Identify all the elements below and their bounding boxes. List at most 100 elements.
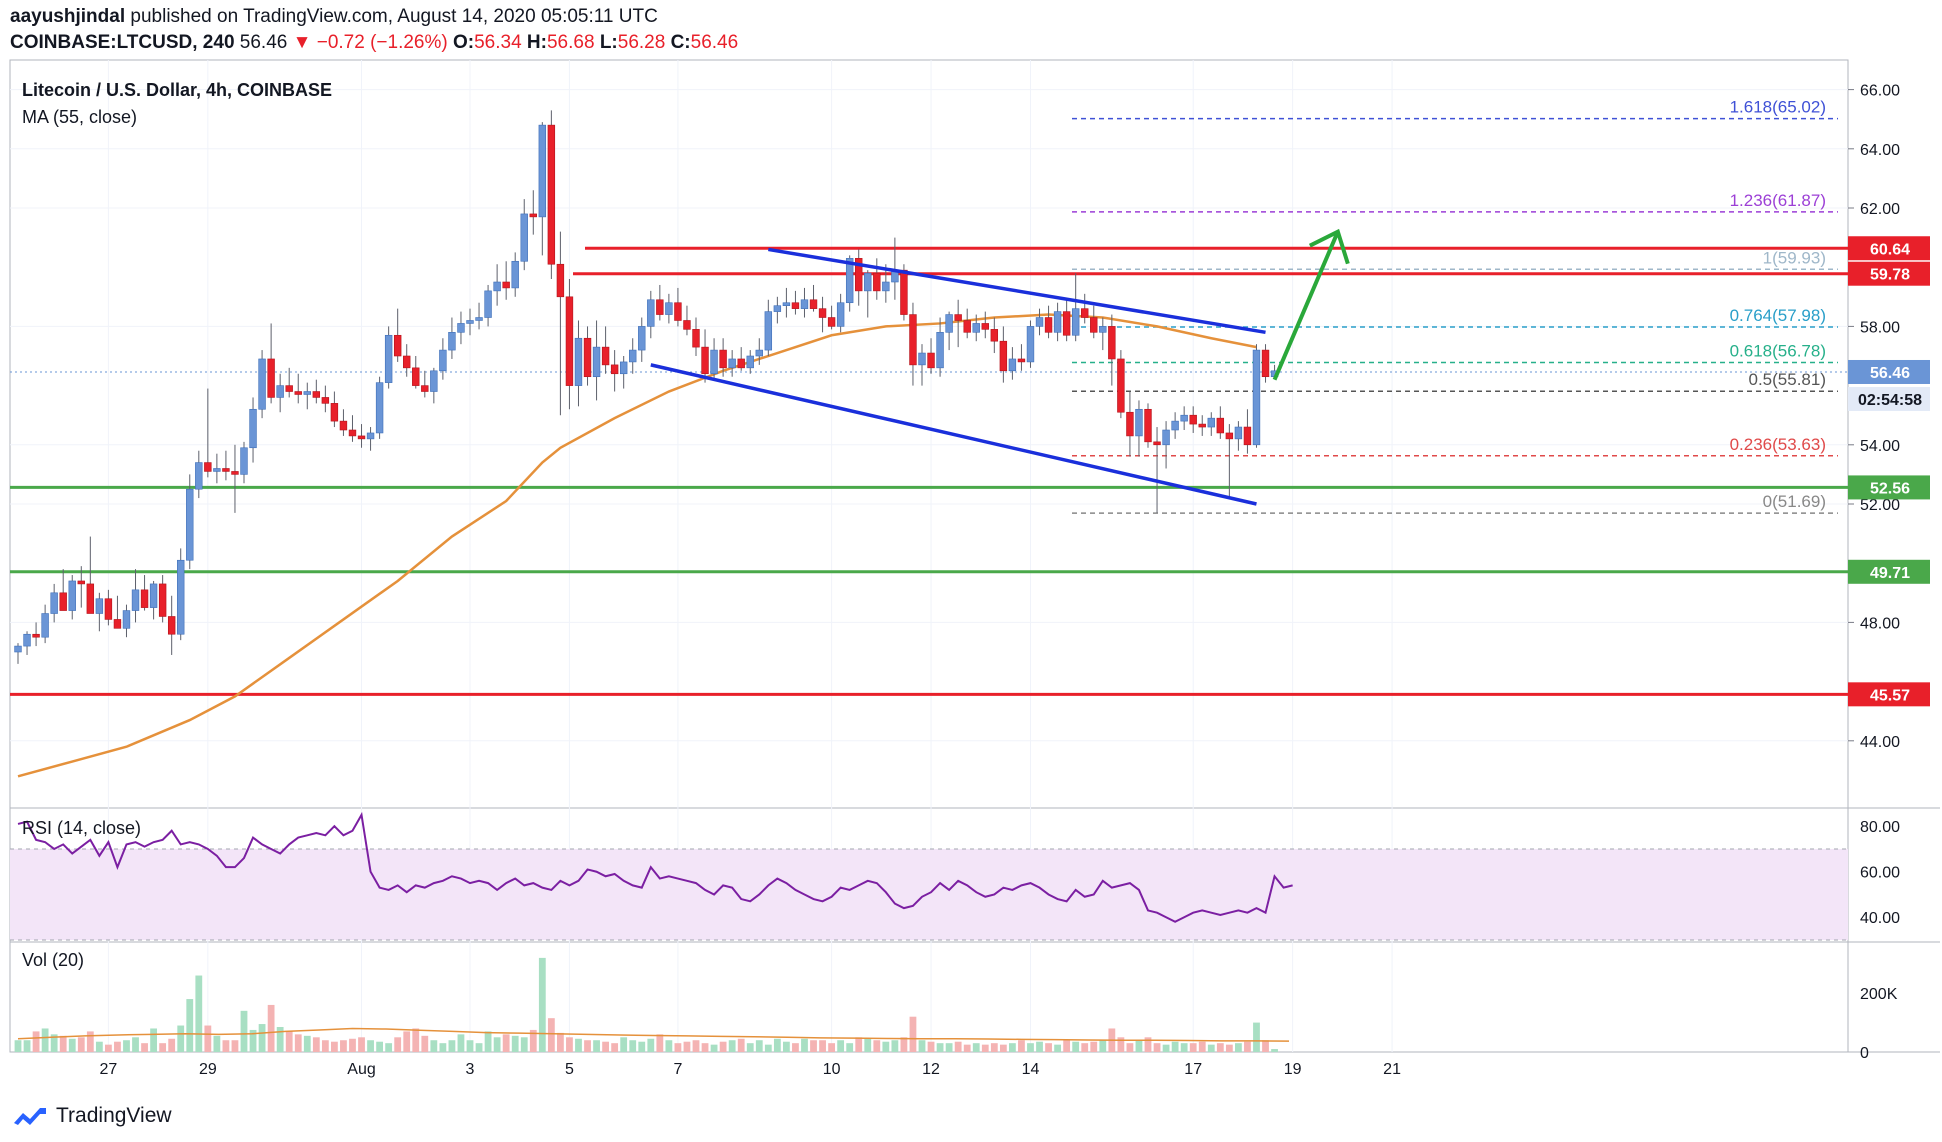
candle-body bbox=[1234, 426, 1243, 440]
volume-bar bbox=[231, 1040, 239, 1052]
candle-body bbox=[375, 382, 384, 434]
channel-line bbox=[768, 247, 1266, 335]
volume-bar bbox=[900, 1037, 908, 1052]
candle-body bbox=[68, 580, 76, 611]
volume-bar bbox=[746, 1043, 754, 1052]
volume-bar bbox=[611, 1043, 619, 1052]
candle-body bbox=[900, 269, 908, 315]
volume-bar bbox=[828, 1043, 835, 1052]
volume-bar bbox=[1009, 1043, 1016, 1052]
volume-bar bbox=[891, 1040, 899, 1052]
candle-body bbox=[864, 272, 872, 292]
rsi-pane: 40.00 60.00 80.00 bbox=[10, 811, 1900, 941]
candle-body bbox=[728, 358, 736, 369]
x-tick-label: 29 bbox=[199, 1061, 217, 1078]
candle-body bbox=[936, 332, 944, 369]
volume-bar bbox=[41, 1028, 49, 1052]
volume-bar bbox=[285, 1031, 293, 1052]
brand-name[interactable]: TradingView bbox=[56, 1104, 172, 1127]
volume-bar bbox=[1253, 1022, 1260, 1052]
candle-body bbox=[204, 462, 212, 472]
volume-bar bbox=[1081, 1043, 1089, 1052]
y-tick-label: 64.00 bbox=[1860, 142, 1900, 159]
volume-tick-label: 200K bbox=[1860, 986, 1898, 1003]
volume-bar bbox=[1126, 1043, 1134, 1052]
channel-line bbox=[650, 363, 1257, 506]
volume-bar bbox=[1054, 1044, 1061, 1052]
price-axis[interactable]: 44.00 48.00 52.00 54.00 58.00 62.00 64.00 66.00… bbox=[1848, 83, 1930, 751]
candle-body bbox=[1071, 308, 1080, 336]
volume-bar bbox=[1027, 1043, 1034, 1052]
time-axis[interactable]: 27 29 Aug 3 5 7 10 12 14 17 19 21 bbox=[100, 1061, 1402, 1078]
x-tick-label: 27 bbox=[100, 1061, 118, 1078]
candle-body bbox=[276, 385, 284, 398]
candle-body bbox=[1243, 426, 1252, 446]
x-tick-label: 3 bbox=[466, 1061, 475, 1078]
candle-body bbox=[574, 337, 583, 386]
volume-bar bbox=[150, 1028, 157, 1052]
candle-body bbox=[1044, 317, 1053, 333]
volume-bar bbox=[511, 1035, 519, 1052]
volume-bar bbox=[240, 1010, 248, 1052]
fib-label: 0.618(56.78) bbox=[1730, 342, 1826, 361]
rsi-legend: RSI (14, close) bbox=[22, 818, 141, 838]
candle-body bbox=[186, 488, 194, 561]
ma-55-line bbox=[17, 313, 1257, 778]
price-tag bbox=[1848, 559, 1930, 584]
candle-body bbox=[466, 320, 474, 324]
volume-bar bbox=[448, 1040, 456, 1052]
price-tag bbox=[1848, 359, 1930, 384]
candle-body bbox=[140, 589, 149, 608]
volume-bar bbox=[159, 1043, 167, 1052]
price-chart[interactable]: 1.618(65.02) 1.236(61.87) 1(59.93) 0.764(57… bbox=[0, 0, 1942, 1100]
price-tag bbox=[1848, 261, 1930, 286]
candlesticks bbox=[14, 110, 1279, 664]
volume-bar bbox=[728, 1040, 736, 1052]
candle-body bbox=[448, 332, 456, 351]
candle-body bbox=[32, 633, 40, 638]
chart-legend: Litecoin / U.S. Dollar, 4h, COINBASE MA … bbox=[22, 80, 332, 970]
candle-body bbox=[1090, 317, 1098, 333]
volume-bar bbox=[502, 1034, 510, 1052]
volume-bar bbox=[421, 1035, 429, 1052]
volume-bar bbox=[303, 1035, 311, 1052]
author-name[interactable]: aayushjindal bbox=[10, 6, 126, 27]
candle-body bbox=[122, 610, 131, 629]
candle-body bbox=[393, 334, 402, 357]
volume-bar bbox=[963, 1044, 971, 1052]
candle-body bbox=[1062, 311, 1071, 336]
volume-bar bbox=[484, 1031, 492, 1052]
volume-bar bbox=[331, 1041, 338, 1052]
x-tick-label: 5 bbox=[565, 1061, 574, 1078]
candle-body bbox=[692, 329, 700, 348]
volume-bar bbox=[638, 1041, 646, 1052]
fib-label: 1(59.93) bbox=[1763, 248, 1826, 267]
candle-body bbox=[529, 213, 537, 218]
close-value: 56.46 bbox=[690, 32, 739, 53]
candle-body bbox=[303, 391, 311, 395]
candle-body bbox=[493, 281, 501, 292]
rsi-band bbox=[10, 848, 1848, 940]
candle-body bbox=[1153, 441, 1161, 446]
grid-lines bbox=[10, 60, 1848, 1052]
candle-body bbox=[258, 358, 266, 410]
volume-bar bbox=[1216, 1043, 1224, 1052]
volume-bar bbox=[819, 1040, 826, 1052]
volume-bar bbox=[367, 1040, 374, 1052]
candle-body bbox=[59, 592, 67, 611]
candle-body bbox=[502, 281, 510, 289]
candle-body bbox=[77, 580, 85, 585]
volume-bar bbox=[23, 1040, 31, 1052]
candle-body bbox=[791, 302, 800, 309]
candle-body bbox=[104, 598, 113, 620]
candle-body bbox=[592, 346, 601, 378]
symbol-label[interactable]: COINBASE:LTCUSD, 240 bbox=[10, 32, 235, 53]
candle-body bbox=[149, 583, 158, 608]
candle-body bbox=[1108, 326, 1116, 360]
ohlc-line: COINBASE:LTCUSD, 240 56.46 ▼ −0.72 (−1.2… bbox=[10, 30, 738, 56]
volume-bar bbox=[1090, 1041, 1098, 1052]
volume-bar bbox=[566, 1037, 573, 1052]
volume-bar bbox=[1262, 1040, 1269, 1052]
volume-bar bbox=[403, 1031, 411, 1052]
volume-bar bbox=[602, 1041, 609, 1052]
